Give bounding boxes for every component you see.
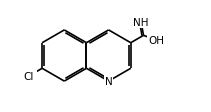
Text: N: N <box>105 76 112 86</box>
Text: NH: NH <box>134 18 149 28</box>
Text: OH: OH <box>148 36 164 45</box>
Text: Cl: Cl <box>24 71 34 81</box>
